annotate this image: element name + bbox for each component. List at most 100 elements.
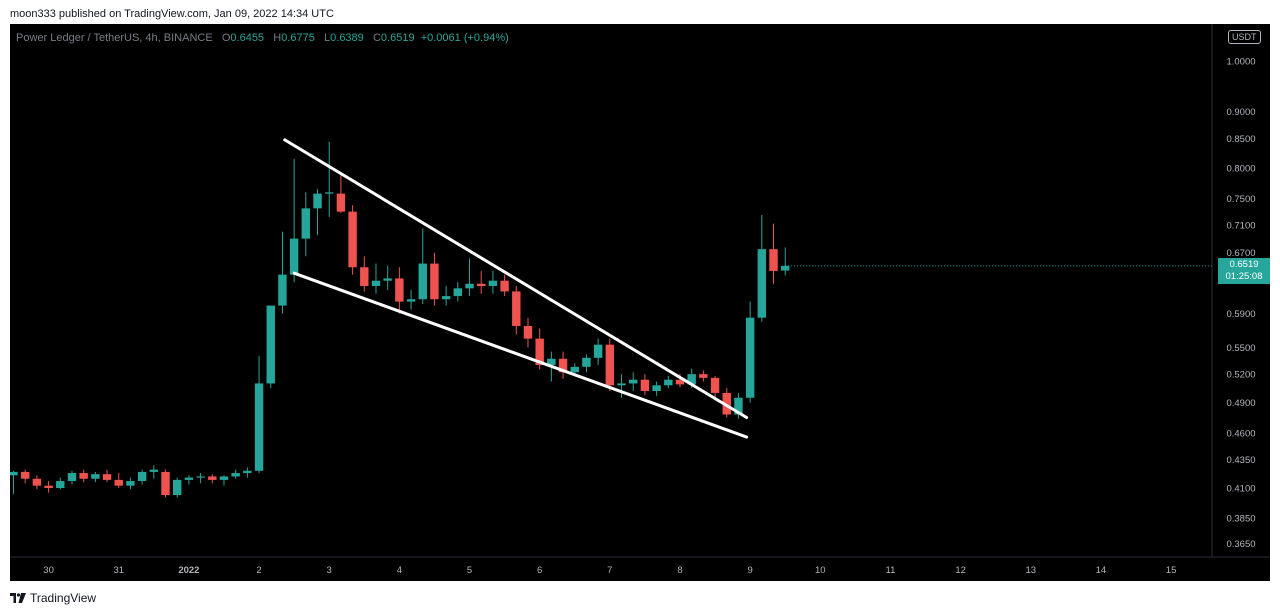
candle-up [10,470,18,494]
candle-body [231,473,240,477]
candle-up [126,477,135,490]
wedge-trendline [292,271,749,439]
candle-body [477,283,486,287]
candle-up [582,354,591,373]
candle-body [605,344,615,386]
candle-up [441,286,451,306]
grid [10,24,1270,558]
candle-body [266,305,275,384]
candle-up [289,158,299,283]
candle-body [675,379,685,385]
candle-body [289,238,299,275]
candle-body [371,280,381,287]
open-value: 0.6455 [230,32,265,44]
candle-body [79,473,88,479]
candle-body [629,379,638,384]
y-tick-label: 0.3650 [1226,539,1255,550]
x-tick-label: 4 [397,565,402,576]
candle-body [664,379,673,386]
candle-down [500,274,509,297]
candle-body [406,299,416,302]
candle-up [313,189,322,236]
candle-down [722,388,731,418]
candle-up [172,477,182,498]
candle-down [605,338,615,392]
candle-up [278,231,287,314]
candle-down [114,473,123,488]
candle-down [360,256,369,292]
candle-body [114,479,123,486]
open-key: O [221,32,231,44]
last-price-value: 0.6519 [1229,258,1259,270]
candle-up [757,214,767,322]
candle-down [710,375,720,398]
candle-body [652,385,661,392]
candle-body [722,392,731,415]
tradingview-logo-icon [10,593,26,603]
candle-up [781,247,790,276]
high-value: 0.6775 [281,32,315,44]
low-key: L [324,32,331,44]
candle-down [102,469,112,483]
candle-body [149,469,159,472]
x-tick-label: 3 [327,565,332,576]
candle-body [254,383,264,471]
candle-body [243,470,252,474]
candle-down [512,286,521,335]
y-tick-label: 0.4900 [1226,398,1255,409]
candle-body [208,476,217,480]
candle-up [324,141,334,217]
candle-up [149,465,159,479]
candles [10,141,1212,498]
candle-body [324,192,334,194]
bar-countdown: 01:25:08 [1225,270,1263,282]
x-tick-label: 7 [607,565,612,576]
candle-body [512,291,521,326]
candle-body [56,481,65,488]
candlestick-chart[interactable]: 1.0000 0.9000 0.8500 0.8000 0.7500 0.7100 0.67… [10,24,1270,581]
candle-body [640,379,650,392]
candle-down [32,475,42,490]
chart-panel[interactable]: 1.0000 0.9000 0.8500 0.8000 0.7500 0.7100 0.67… [10,24,1270,581]
x-tick-label: 9 [747,565,752,576]
candle-up [488,270,498,294]
candle-body [734,397,743,415]
symbol-legend: Power Ledger / TetherUS, 4h, BINANCE O0.… [16,31,509,45]
candle-down [477,270,486,294]
candle-down [640,374,650,395]
x-tick-label: 11 [886,565,896,576]
candle-body [383,278,392,281]
candle-body [336,193,346,212]
candle-body [196,476,205,478]
candle-up [91,471,100,483]
candle-up [629,372,638,392]
candle-up [184,475,194,485]
change-value: +0.0061 (+0.94%) [420,32,509,44]
candle-body [547,358,556,366]
candle-up [301,192,311,257]
tradingview-brand: TradingView [30,591,97,605]
x-tick-label: 6 [537,565,542,576]
candle-body [301,208,311,239]
trendlines [283,138,749,439]
candle-up [593,338,603,366]
candle-up [465,258,474,297]
candle-down [699,370,708,382]
x-tick-label: 2022 [178,565,199,576]
candle-body [137,471,147,482]
candle-up [254,356,264,474]
candle-body [745,317,755,398]
candle-body [687,374,696,385]
candle-up [196,473,205,484]
candle-body [500,280,509,292]
candle-down [430,252,439,306]
candle-up [219,475,229,486]
candle-body [360,267,369,287]
candle-body [465,283,474,289]
currency-badge[interactable]: USDT [1228,30,1261,44]
y-tick-label: 0.7500 [1226,194,1255,205]
candle-up [652,381,661,396]
candle-body [699,374,708,378]
candle-body [418,263,427,300]
published-by-caption: moon333 published on TradingView.com, Ja… [10,8,334,20]
